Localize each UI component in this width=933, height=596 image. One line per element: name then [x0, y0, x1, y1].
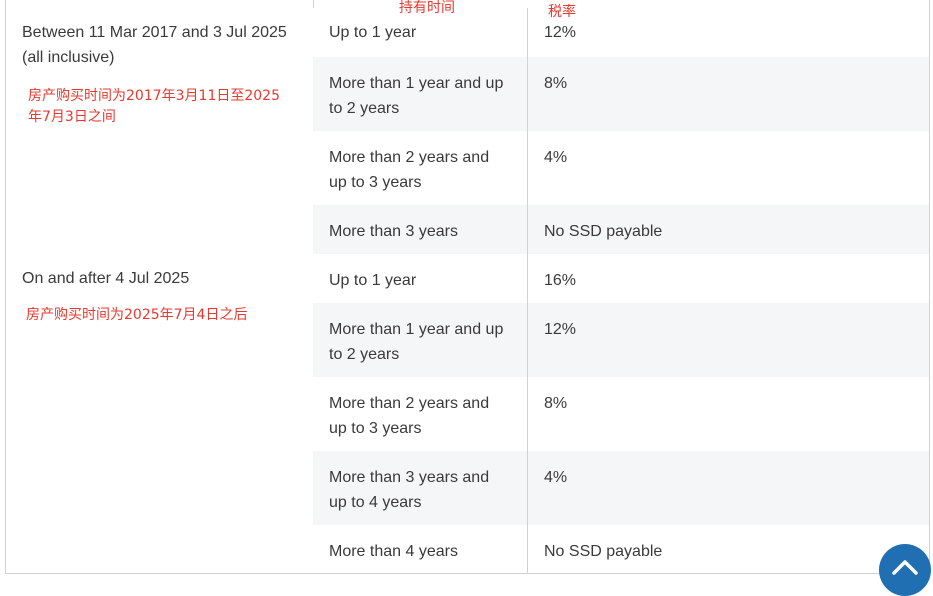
table-row: More than 2 years and up to 3 years 8% [313, 377, 929, 451]
tax-rate-cell: 12% [544, 321, 577, 338]
holding-period-cell: More than 3 years and up to 4 years [313, 451, 528, 525]
holding-period-cell: More than 4 years [313, 525, 528, 573]
table-row: More than 3 years No SSD payable [313, 205, 929, 254]
scroll-to-top-button[interactable] [879, 544, 931, 596]
tax-rate-cell: 8% [544, 395, 568, 412]
holding-period-cell: Up to 1 year [313, 8, 528, 57]
holding-period-header-annotation: 持有时间 [399, 0, 455, 16]
ssd-rates-table: Between 11 Mar 2017 and 3 Jul 2025 (all … [5, 0, 930, 574]
holding-period-cell: More than 2 years and up to 3 years [313, 131, 528, 205]
holding-period-cell: Up to 1 year [313, 254, 528, 303]
table-row: More than 4 years No SSD payable [313, 525, 929, 573]
rates-column: Up to 1 year 12% More than 1 year and up… [313, 8, 929, 573]
group-label-after-2025: On and after 4 Jul 2025 [22, 270, 190, 287]
table-row: Up to 1 year 16% [313, 254, 929, 303]
tax-rate-cell: 4% [544, 149, 568, 166]
group-label-2017-2025: Between 11 Mar 2017 and 3 Jul 2025 (all … [22, 24, 287, 66]
tax-rate-header-annotation: 税率 [548, 4, 576, 20]
tax-rate-cell: No SSD payable [544, 543, 663, 560]
annotation-2017-2025: 房产购买时间为2017年3月11日至2025年7月3日之间 [28, 88, 280, 125]
tax-rate-cell: 12% [544, 24, 577, 41]
tax-rate-cell: 8% [544, 75, 568, 92]
annotation-after-2025: 房产购买时间为2025年7月4日之后 [26, 307, 248, 323]
holding-period-cell: More than 1 year and up to 2 years [313, 303, 528, 377]
table-row: More than 3 years and up to 4 years 4% [313, 451, 929, 525]
table-row: More than 1 year and up to 2 years 8% [313, 57, 929, 131]
holding-period-cell: More than 3 years [313, 205, 528, 254]
tax-rate-cell: No SSD payable [544, 223, 663, 240]
purchase-date-column: Between 11 Mar 2017 and 3 Jul 2025 (all … [6, 0, 314, 573]
tax-rate-cell: 4% [544, 469, 568, 486]
holding-period-cell: More than 2 years and up to 3 years [313, 377, 528, 451]
table-row: More than 1 year and up to 2 years 12% [313, 303, 929, 377]
table-row: More than 2 years and up to 3 years 4% [313, 131, 929, 205]
chevron-up-icon [892, 560, 918, 575]
table-row: Up to 1 year 12% [313, 8, 929, 57]
tax-rate-cell: 16% [544, 272, 577, 289]
holding-period-cell: More than 1 year and up to 2 years [313, 57, 528, 131]
